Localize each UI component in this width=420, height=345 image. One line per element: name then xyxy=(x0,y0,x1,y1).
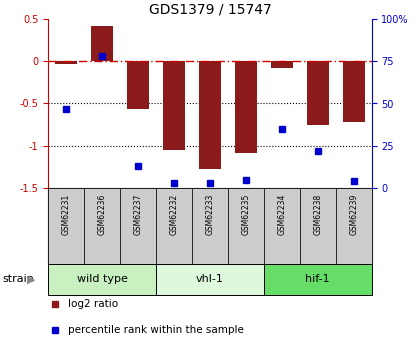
Text: ▶: ▶ xyxy=(27,275,36,284)
Bar xyxy=(199,61,221,169)
FancyBboxPatch shape xyxy=(264,264,372,295)
Bar xyxy=(163,61,185,150)
Text: GSM62232: GSM62232 xyxy=(170,194,178,235)
Text: vhl-1: vhl-1 xyxy=(196,275,224,284)
Text: GSM62231: GSM62231 xyxy=(62,194,71,235)
FancyBboxPatch shape xyxy=(156,188,192,264)
Text: percentile rank within the sample: percentile rank within the sample xyxy=(68,325,244,335)
Text: log2 ratio: log2 ratio xyxy=(68,299,118,309)
Text: GSM62234: GSM62234 xyxy=(277,194,286,236)
Text: strain: strain xyxy=(2,275,34,284)
Bar xyxy=(235,61,257,152)
Text: GSM62235: GSM62235 xyxy=(241,194,250,236)
Text: GSM62237: GSM62237 xyxy=(134,194,143,236)
Text: GDS1379 / 15747: GDS1379 / 15747 xyxy=(149,2,271,16)
Bar xyxy=(307,61,328,125)
FancyBboxPatch shape xyxy=(156,264,264,295)
FancyBboxPatch shape xyxy=(48,264,156,295)
Bar xyxy=(271,61,293,68)
Bar xyxy=(92,26,113,61)
Text: GSM62236: GSM62236 xyxy=(98,194,107,236)
FancyBboxPatch shape xyxy=(228,188,264,264)
FancyBboxPatch shape xyxy=(192,188,228,264)
Text: GSM62238: GSM62238 xyxy=(313,194,322,235)
Bar xyxy=(343,61,365,122)
FancyBboxPatch shape xyxy=(336,188,372,264)
FancyBboxPatch shape xyxy=(48,188,84,264)
Bar xyxy=(55,61,77,64)
FancyBboxPatch shape xyxy=(300,188,336,264)
Text: hif-1: hif-1 xyxy=(305,275,330,284)
FancyBboxPatch shape xyxy=(120,188,156,264)
Text: GSM62239: GSM62239 xyxy=(349,194,358,236)
Text: GSM62233: GSM62233 xyxy=(205,194,215,236)
FancyBboxPatch shape xyxy=(264,188,300,264)
Bar xyxy=(127,61,149,109)
FancyBboxPatch shape xyxy=(84,188,120,264)
Text: wild type: wild type xyxy=(77,275,128,284)
